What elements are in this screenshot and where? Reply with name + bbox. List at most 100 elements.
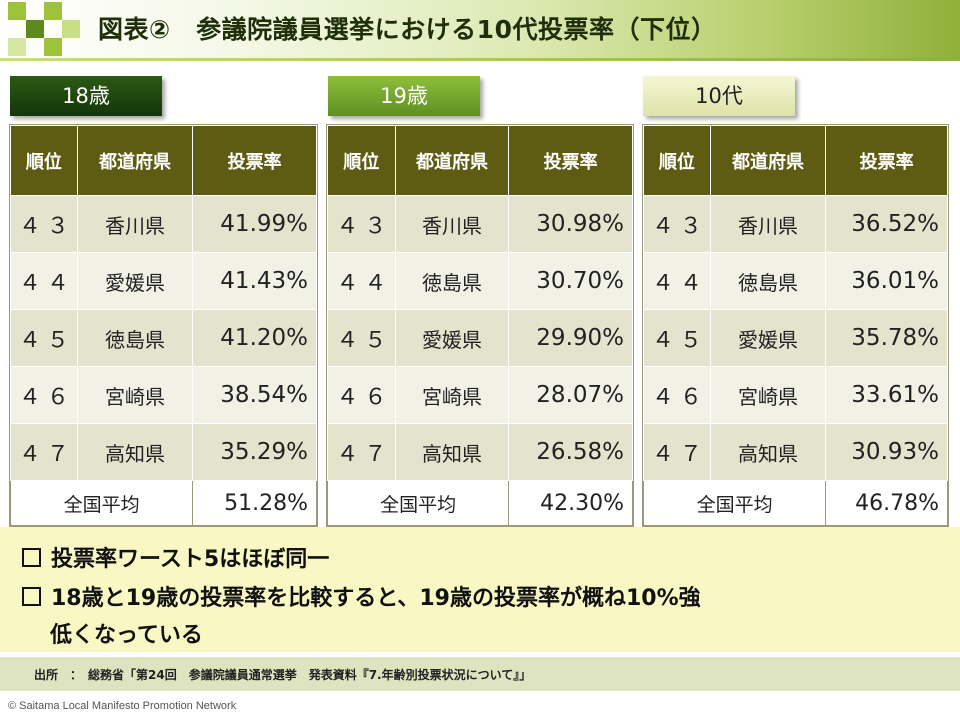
- prefecture-cell: 高知県: [76, 423, 194, 481]
- table-header-row: 順位 都道府県 投票率: [10, 125, 317, 196]
- prefecture-cell: 宮崎県: [709, 366, 827, 424]
- column-header-rate: 投票率: [825, 125, 948, 196]
- note-text: 投票率ワースト5はほぼ同一: [51, 547, 330, 572]
- national-average-value: 42.30%: [508, 480, 633, 526]
- ranking-table-19: 順位 都道府県 投票率 ４３ 香川県 30.98% ４４ 徳島県 30.70% …: [326, 124, 634, 527]
- rank-cell: ４４: [643, 252, 711, 310]
- prefecture-cell: 徳島県: [76, 309, 194, 367]
- table-row: ４６ 宮崎県 28.07%: [327, 366, 633, 424]
- table-row: ４６ 宮崎県 38.54%: [10, 366, 317, 424]
- rate-cell: 30.98%: [508, 195, 633, 253]
- source-bar: 出所 ： 総務省「第24回 参議院議員通常選挙 発表資料『7.年齢別投票状況につ…: [0, 657, 960, 691]
- column-header-rank: 順位: [10, 125, 78, 196]
- national-average-label: 全国平均: [642, 480, 827, 526]
- column-header-prefecture: 都道府県: [709, 125, 827, 196]
- table-row: ４６ 宮崎県 33.61%: [643, 366, 948, 424]
- page-title: 図表② 参議院議員選挙における10代投票率（下位）: [98, 15, 717, 44]
- rate-cell: 41.20%: [192, 309, 317, 367]
- table-row: ４３ 香川県 41.99%: [10, 195, 317, 253]
- rate-cell: 38.54%: [192, 366, 317, 424]
- prefecture-cell: 愛媛県: [394, 309, 510, 367]
- prefecture-cell: 高知県: [394, 423, 510, 481]
- ranking-table-18: 順位 都道府県 投票率 ４３ 香川県 41.99% ４４ 愛媛県 41.43% …: [9, 124, 318, 527]
- header-bar: [0, 0, 960, 58]
- rank-cell: ４５: [327, 309, 396, 367]
- table-row: ４４ 徳島県 30.70%: [327, 252, 633, 310]
- table-row: ４５ 徳島県 41.20%: [10, 309, 317, 367]
- national-average-value: 51.28%: [192, 480, 317, 526]
- prefecture-cell: 香川県: [709, 195, 827, 253]
- note-text: 18歳と19歳の投票率を比較すると、19歳の投票率が概ね10%強: [51, 586, 701, 611]
- column-header-rank: 順位: [643, 125, 711, 196]
- rate-cell: 41.99%: [192, 195, 317, 253]
- table-header-row: 順位 都道府県 投票率: [643, 125, 948, 196]
- rank-cell: ４６: [643, 366, 711, 424]
- rate-cell: 35.78%: [825, 309, 948, 367]
- rate-cell: 41.43%: [192, 252, 317, 310]
- table-row: ４５ 愛媛県 29.90%: [327, 309, 633, 367]
- tab-label-18: 18歳: [10, 76, 162, 116]
- national-average-label: 全国平均: [326, 480, 510, 526]
- rate-cell: 28.07%: [508, 366, 633, 424]
- rate-cell: 33.61%: [825, 366, 948, 424]
- prefecture-cell: 宮崎県: [394, 366, 510, 424]
- national-average-label: 全国平均: [9, 480, 194, 526]
- prefecture-cell: 徳島県: [709, 252, 827, 310]
- note-item: 18歳と19歳の投票率を比較すると、19歳の投票率が概ね10%強: [22, 580, 701, 612]
- table-header-row: 順位 都道府県 投票率: [327, 125, 633, 196]
- table-row: ４５ 愛媛県 35.78%: [643, 309, 948, 367]
- table-row: ４３ 香川県 36.52%: [643, 195, 948, 253]
- ranking-table-teens: 順位 都道府県 投票率 ４３ 香川県 36.52% ４４ 徳島県 36.01% …: [642, 124, 949, 527]
- national-average-value: 46.78%: [825, 480, 948, 526]
- column-header-prefecture: 都道府県: [76, 125, 194, 196]
- square-bullet-icon: [22, 548, 41, 567]
- table-row: ４４ 愛媛県 41.43%: [10, 252, 317, 310]
- rate-cell: 36.52%: [825, 195, 948, 253]
- rank-cell: ４７: [10, 423, 78, 481]
- column-header-prefecture: 都道府県: [394, 125, 510, 196]
- logo-squares-icon: [0, 0, 90, 58]
- column-header-rate: 投票率: [192, 125, 317, 196]
- rank-cell: ４７: [643, 423, 711, 481]
- rate-cell: 30.70%: [508, 252, 633, 310]
- prefecture-cell: 宮崎県: [76, 366, 194, 424]
- rank-cell: ４４: [327, 252, 396, 310]
- rate-cell: 26.58%: [508, 423, 633, 481]
- table-row: ４７ 高知県 30.93%: [643, 423, 948, 481]
- rank-cell: ４３: [643, 195, 711, 253]
- prefecture-cell: 愛媛県: [709, 309, 827, 367]
- rank-cell: ４６: [327, 366, 396, 424]
- prefecture-cell: 徳島県: [394, 252, 510, 310]
- source-citation: 出所 ： 総務省「第24回 参議院議員通常選挙 発表資料『7.年齢別投票状況につ…: [34, 668, 532, 682]
- national-average-row: 全国平均 51.28%: [9, 480, 317, 526]
- summary-notes: 投票率ワースト5はほぼ同一 18歳と19歳の投票率を比較すると、19歳の投票率が…: [0, 527, 960, 652]
- column-header-rate: 投票率: [508, 125, 633, 196]
- tab-label-19: 19歳: [328, 76, 480, 116]
- rate-cell: 36.01%: [825, 252, 948, 310]
- rate-cell: 35.29%: [192, 423, 317, 481]
- table-row: ４７ 高知県 35.29%: [10, 423, 317, 481]
- tab-label-teens: 10代: [643, 76, 795, 116]
- rank-cell: ４４: [10, 252, 78, 310]
- header-underline: [0, 58, 960, 61]
- rank-cell: ４５: [10, 309, 78, 367]
- copyright-text: © Saitama Local Manifesto Promotion Netw…: [8, 700, 237, 712]
- note-item: 投票率ワースト5はほぼ同一: [22, 541, 329, 573]
- column-header-rank: 順位: [327, 125, 396, 196]
- table-row: ４３ 香川県 30.98%: [327, 195, 633, 253]
- national-average-row: 全国平均 46.78%: [642, 480, 948, 526]
- table-row: ４４ 徳島県 36.01%: [643, 252, 948, 310]
- rate-cell: 29.90%: [508, 309, 633, 367]
- rank-cell: ４６: [10, 366, 78, 424]
- prefecture-cell: 香川県: [394, 195, 510, 253]
- rank-cell: ４５: [643, 309, 711, 367]
- rank-cell: ４３: [327, 195, 396, 253]
- national-average-row: 全国平均 42.30%: [326, 480, 633, 526]
- prefecture-cell: 香川県: [76, 195, 194, 253]
- prefecture-cell: 高知県: [709, 423, 827, 481]
- note-continuation: 低くなっている: [50, 623, 203, 648]
- square-bullet-icon: [22, 587, 41, 606]
- rate-cell: 30.93%: [825, 423, 948, 481]
- prefecture-cell: 愛媛県: [76, 252, 194, 310]
- rank-cell: ４３: [10, 195, 78, 253]
